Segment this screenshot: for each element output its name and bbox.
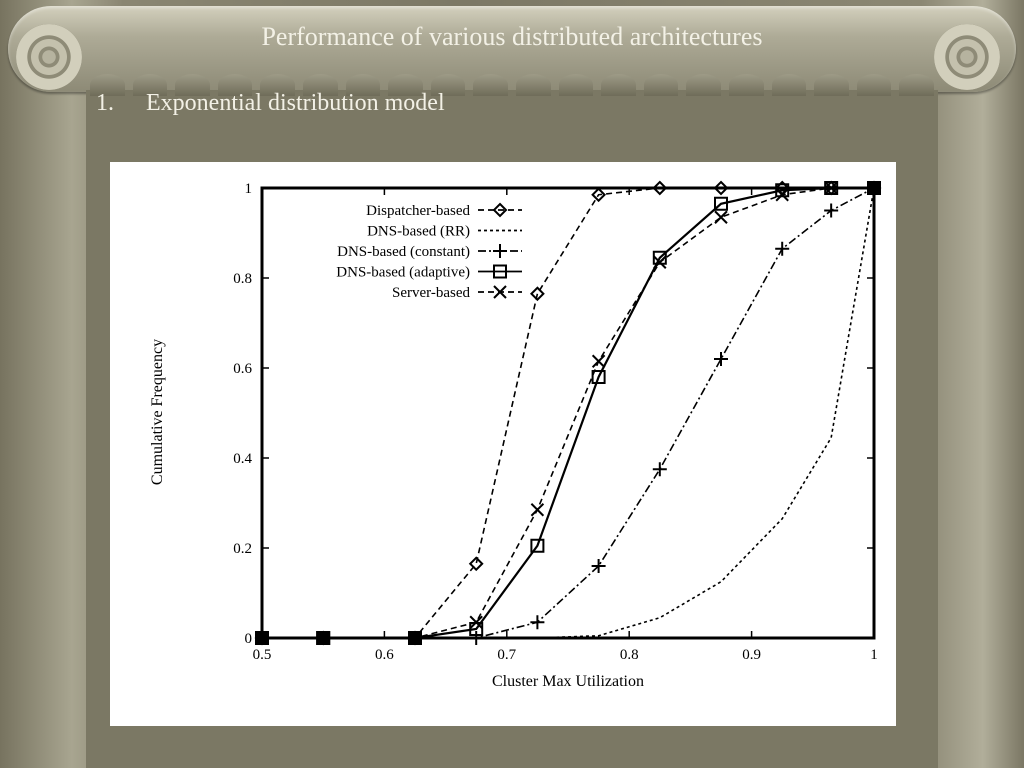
y-tick-label: 0.4 [233, 451, 252, 467]
x-marker [591, 354, 606, 368]
y-tick-label: 0 [245, 631, 253, 647]
plus-marker [530, 615, 545, 630]
x-axis-label: Cluster Max Utilization [492, 673, 644, 690]
square-marker [652, 250, 667, 265]
square-marker [824, 181, 839, 195]
bullet-item: 1. Exponential distribution model [96, 90, 445, 117]
x-marker-stroke [469, 615, 483, 629]
diamond-marker [713, 180, 729, 196]
x-marker-stroke [653, 255, 667, 269]
plot-frame [260, 186, 876, 640]
x-marker-stroke [591, 354, 606, 368]
filled-square-marker [408, 631, 422, 645]
x-marker [775, 188, 789, 202]
filled-square-marker [316, 631, 331, 645]
y-tick-label: 0.8 [233, 271, 252, 287]
legend-label: Server-based [392, 285, 470, 301]
x-tick-label: 0.8 [620, 647, 639, 663]
shared-endpoint-markers [255, 181, 881, 645]
square-marker [714, 196, 728, 211]
column-capital-header [8, 6, 1016, 92]
legend-label: Dispatcher-based [366, 203, 470, 219]
x-marker [530, 503, 545, 517]
filled-square-marker [255, 631, 269, 645]
diamond-marker [468, 556, 484, 572]
slide-title: Performance of various distributed archi… [261, 22, 763, 51]
legend-item: Dispatcher-based [366, 202, 522, 219]
plus-marker [824, 203, 839, 218]
x-marker [493, 285, 507, 299]
x-tick-label: 0.9 [742, 647, 761, 663]
x-marker-stroke [824, 181, 838, 195]
x-marker-stroke [493, 285, 507, 299]
diamond-marker [529, 286, 545, 302]
square-marker [530, 538, 545, 553]
legend-label: DNS-based (RR) [367, 224, 470, 240]
x-marker [469, 615, 483, 629]
x-tick-label: 0.6 [375, 647, 394, 663]
plus-marker [493, 244, 507, 258]
y-tick-label: 0.2 [233, 541, 252, 557]
plus-marker [652, 462, 667, 477]
cumulative-frequency-chart: 0.5 0.6 0.7 0.8 0.9 1 0 0.2 0.4 0.6 0.8 1 Dispatche… [149, 180, 882, 690]
square-marker [591, 370, 606, 384]
y-axis-label: Cumulative Frequency [149, 339, 166, 485]
legend-label: DNS-based (constant) [337, 244, 470, 260]
left-volute-ornament [16, 24, 82, 90]
plus-marker [591, 559, 606, 573]
filled-square-marker [867, 181, 881, 195]
square-marker [493, 264, 507, 279]
diamond-marker [492, 202, 508, 218]
legend-item: DNS-based (adaptive) [336, 264, 522, 281]
x-marker-stroke [714, 210, 728, 224]
plus-marker [775, 241, 790, 256]
legend-item: Server-based [392, 285, 522, 301]
y-tick-label: 0.6 [233, 361, 252, 377]
x-marker-stroke [775, 188, 789, 202]
x-tick-label: 0.5 [253, 647, 272, 663]
diamond-marker [652, 180, 668, 196]
y-tick-label: 1 [245, 181, 253, 197]
x-marker [824, 181, 838, 195]
plus-marker [714, 352, 728, 366]
x-marker [653, 255, 667, 269]
series-server-based [255, 181, 881, 645]
bullet-number: 1. [96, 90, 114, 116]
x-marker-stroke [530, 503, 545, 517]
x-marker [714, 210, 728, 224]
egg-and-dart-molding [86, 74, 938, 96]
diamond-marker [591, 187, 607, 203]
right-volute-ornament [934, 24, 1000, 90]
bullet-text: Exponential distribution model [146, 90, 445, 116]
plus-marker [469, 631, 484, 645]
chart-container: 0.5 0.6 0.7 0.8 0.9 1 0 0.2 0.4 0.6 0.8 1 Dispatche… [110, 162, 896, 726]
legend-item: DNS-based (RR) [367, 224, 522, 240]
x-tick-label: 1 [870, 647, 878, 663]
x-tick-label: 0.7 [497, 647, 516, 663]
series-line [262, 187, 875, 639]
square-marker [775, 183, 790, 198]
legend-label: DNS-based (adaptive) [336, 265, 470, 281]
legend-item: DNS-based (constant) [337, 244, 522, 260]
